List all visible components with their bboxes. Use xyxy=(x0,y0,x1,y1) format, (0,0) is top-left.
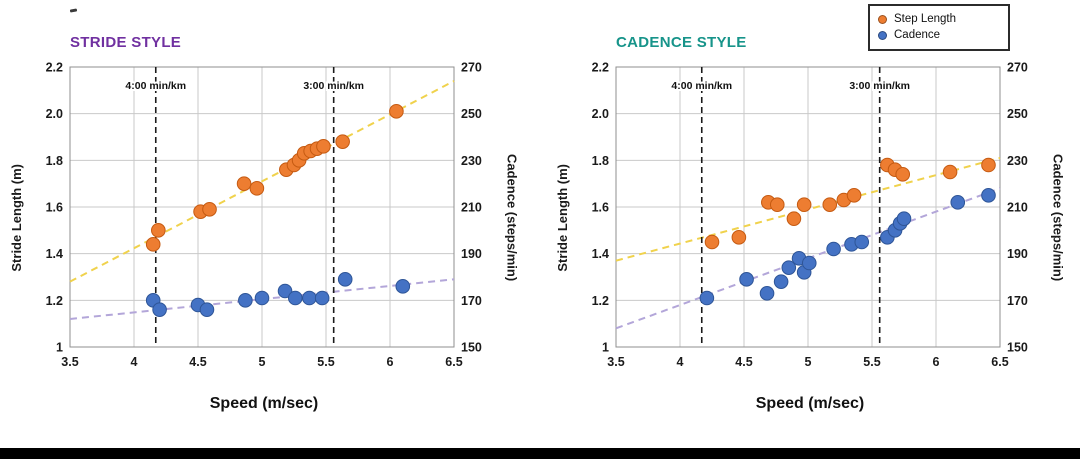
right-axis-label: Cadence (steps/min) xyxy=(1050,154,1066,282)
x-axis-label: Speed (m/sec) xyxy=(755,395,865,412)
svg-text:1.6: 1.6 xyxy=(592,201,609,215)
left-axis-label: Stride Length (m) xyxy=(554,164,570,272)
svg-text:3.5: 3.5 xyxy=(607,355,624,369)
svg-text:1.2: 1.2 xyxy=(46,294,63,308)
svg-text:250: 250 xyxy=(461,107,482,121)
stride-style-title: STRIDE STYLE xyxy=(70,34,182,51)
svg-text:170: 170 xyxy=(461,294,482,308)
legend-item-cadence: Cadence xyxy=(878,27,1000,43)
cadence-style-title: CADENCE STYLE xyxy=(616,34,747,51)
svg-text:190: 190 xyxy=(461,247,482,261)
svg-text:4: 4 xyxy=(677,355,684,369)
svg-text:1.4: 1.4 xyxy=(592,247,609,261)
legend-label-cadence: Cadence xyxy=(894,29,941,41)
svg-text:2.2: 2.2 xyxy=(46,61,63,75)
stride-style-chart-panel: STRIDE STYLE Stride Length (m) 4:00 min/… xyxy=(6,34,522,413)
svg-text:190: 190 xyxy=(1007,247,1028,261)
svg-text:3:00 min/km: 3:00 min/km xyxy=(303,80,364,92)
svg-text:5: 5 xyxy=(259,355,266,369)
svg-text:1.8: 1.8 xyxy=(592,154,609,168)
svg-text:6: 6 xyxy=(387,355,394,369)
svg-text:5.5: 5.5 xyxy=(863,355,880,369)
cadence-style-chart-canvas: 4:00 min/km 3:00 min/km 3.5 4 4.5 5 5.5 6 6.5 1 1.… xyxy=(592,61,1028,370)
svg-text:1.4: 1.4 xyxy=(46,247,63,261)
svg-text:230: 230 xyxy=(1007,154,1028,168)
cadence-style-chart-panel: CADENCE STYLE Stride Length (m) 4:00 min… xyxy=(552,34,1068,413)
svg-text:6.5: 6.5 xyxy=(445,355,462,369)
svg-text:2.2: 2.2 xyxy=(592,61,609,75)
x-axis-label: Speed (m/sec) xyxy=(209,395,319,412)
svg-text:3.5: 3.5 xyxy=(61,355,78,369)
svg-text:3:00 min/km: 3:00 min/km xyxy=(849,80,910,92)
svg-text:270: 270 xyxy=(461,61,482,75)
screen-artifact xyxy=(69,8,78,13)
svg-text:1.2: 1.2 xyxy=(592,294,609,308)
svg-text:5: 5 xyxy=(805,355,812,369)
cadence-legend-marker xyxy=(878,30,887,40)
svg-text:150: 150 xyxy=(461,341,482,355)
svg-text:1: 1 xyxy=(56,341,63,355)
svg-text:150: 150 xyxy=(1007,341,1028,355)
svg-text:210: 210 xyxy=(1007,201,1028,215)
right-axis-label: Cadence (steps/min) xyxy=(504,154,520,282)
svg-text:1.6: 1.6 xyxy=(46,201,63,215)
svg-text:5.5: 5.5 xyxy=(317,355,334,369)
svg-text:230: 230 xyxy=(461,154,482,168)
left-axis-label: Stride Length (m) xyxy=(8,164,24,272)
stride-style-chart-canvas: 4:00 min/km 3:00 min/km 3.5 4 4.5 5 5.5 6 6.5 1 1.… xyxy=(46,61,482,370)
video-player-bar xyxy=(0,448,1080,459)
svg-text:6.5: 6.5 xyxy=(991,355,1008,369)
svg-text:250: 250 xyxy=(1007,107,1028,121)
svg-text:1.8: 1.8 xyxy=(46,154,63,168)
svg-text:2.0: 2.0 xyxy=(46,107,63,121)
svg-text:1: 1 xyxy=(602,341,609,355)
step-length-legend-marker xyxy=(878,14,887,24)
svg-text:210: 210 xyxy=(461,201,482,215)
svg-text:270: 270 xyxy=(1007,61,1028,75)
svg-text:4:00 min/km: 4:00 min/km xyxy=(125,80,186,92)
svg-text:4: 4 xyxy=(131,355,138,369)
svg-text:170: 170 xyxy=(1007,294,1028,308)
svg-text:4:00 min/km: 4:00 min/km xyxy=(671,80,732,92)
svg-text:6: 6 xyxy=(933,355,940,369)
legend: Step Length Cadence xyxy=(868,4,1010,51)
legend-item-step-length: Step Length xyxy=(878,11,1000,27)
svg-text:4.5: 4.5 xyxy=(189,355,206,369)
svg-text:2.0: 2.0 xyxy=(592,107,609,121)
legend-label-step-length: Step Length xyxy=(894,13,957,25)
svg-text:4.5: 4.5 xyxy=(735,355,752,369)
